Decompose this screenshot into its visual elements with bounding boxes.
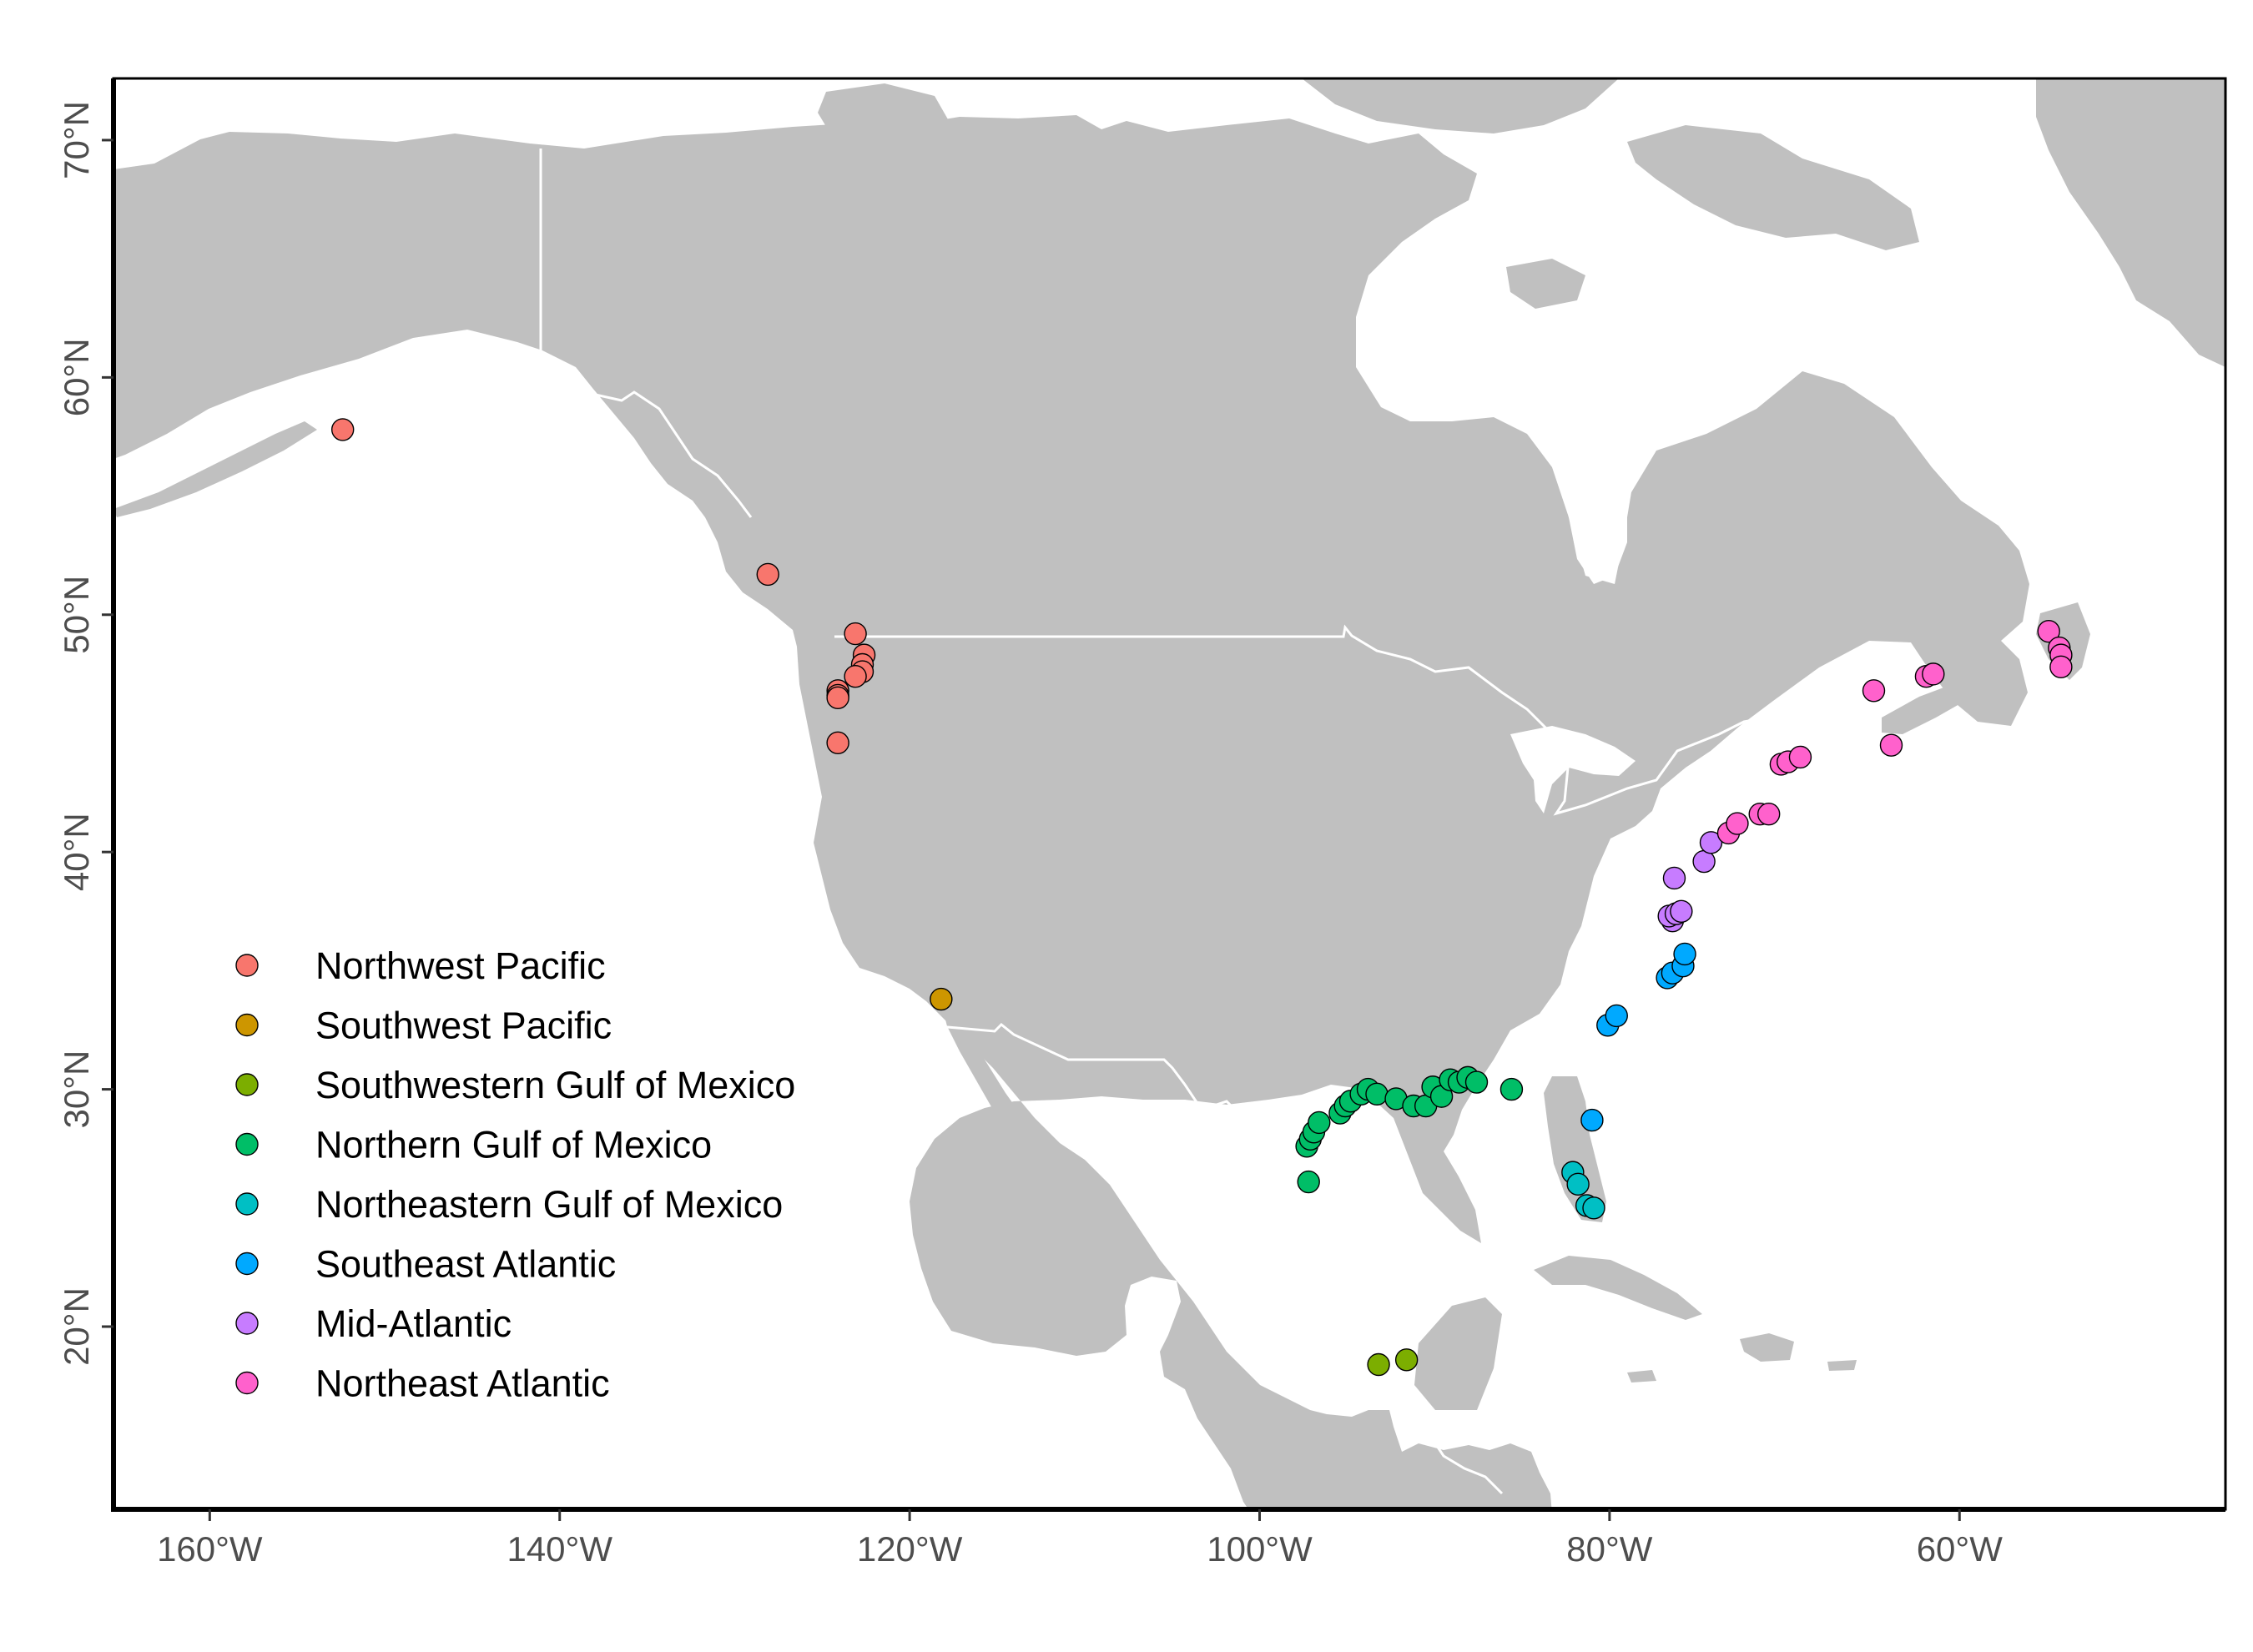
- y-tick-label: 30°N: [57, 1050, 96, 1129]
- site-point-northwest-pacific: [844, 666, 866, 687]
- site-point-southwestern-gulf-of-mexico: [1368, 1354, 1389, 1376]
- y-tick-label: 50°N: [57, 576, 96, 654]
- site-point-northeast-atlantic: [1880, 734, 1902, 756]
- y-tick-label: 20°N: [57, 1287, 96, 1366]
- legend-label: Southeast Atlantic: [315, 1243, 616, 1286]
- legend-key-point: [236, 1015, 258, 1036]
- legend-key-point: [236, 1193, 258, 1215]
- legend-key-point: [236, 1372, 258, 1394]
- legend-label: Northeast Atlantic: [315, 1362, 610, 1405]
- site-point-southeast-atlantic: [1581, 1110, 1603, 1131]
- y-tick-label: 60°N: [57, 338, 96, 416]
- site-point-southwestern-gulf-of-mexico: [1396, 1349, 1418, 1371]
- site-point-northeast-atlantic: [1923, 663, 1944, 685]
- site-point-northern-gulf-of-mexico: [1366, 1083, 1388, 1105]
- legend-key-point: [236, 1312, 258, 1334]
- site-point-northern-gulf-of-mexico: [1308, 1111, 1330, 1133]
- x-tick-label: 160°W: [157, 1529, 263, 1569]
- x-tick-label: 60°W: [1917, 1529, 2004, 1569]
- legend-label: Northeastern Gulf of Mexico: [315, 1183, 783, 1226]
- site-point-northeast-atlantic: [1726, 813, 1748, 834]
- legend-item: Northeastern Gulf of Mexico: [236, 1183, 783, 1226]
- legend-label: Mid-Atlantic: [315, 1302, 512, 1345]
- legend-label: Southwestern Gulf of Mexico: [315, 1064, 795, 1106]
- legend-label: Southwest Pacific: [315, 1005, 612, 1047]
- x-tick-label: 120°W: [857, 1529, 963, 1569]
- map-panel: [113, 78, 2225, 1514]
- legend-label: Northern Gulf of Mexico: [315, 1124, 712, 1166]
- site-point-northeast-atlantic: [1758, 803, 1780, 825]
- site-point-northeastern-gulf-of-mexico: [1583, 1197, 1605, 1219]
- site-point-mid-atlantic: [1671, 900, 1692, 922]
- site-point-northeast-atlantic: [1789, 746, 1811, 768]
- site-point-northwest-pacific: [844, 623, 866, 645]
- site-point-southwest-pacific: [930, 989, 952, 1010]
- legend-key-point: [236, 1074, 258, 1095]
- site-point-northeast-atlantic: [1863, 680, 1885, 702]
- x-tick-label: 100°W: [1207, 1529, 1313, 1569]
- site-point-northwest-pacific: [332, 419, 354, 441]
- site-point-northwest-pacific: [827, 732, 849, 753]
- site-point-northeastern-gulf-of-mexico: [1567, 1173, 1589, 1195]
- site-point-southeast-atlantic: [1674, 943, 1696, 965]
- site-point-northern-gulf-of-mexico: [1298, 1171, 1319, 1193]
- y-tick-label: 40°N: [57, 813, 96, 891]
- puerto-rico: [1827, 1360, 1857, 1371]
- legend-label: Northwest Pacific: [315, 944, 606, 987]
- site-point-southeast-atlantic: [1605, 1005, 1627, 1026]
- legend-key-point: [236, 954, 258, 976]
- legend-item: Southwestern Gulf of Mexico: [236, 1064, 795, 1106]
- site-point-northwest-pacific: [757, 563, 779, 585]
- legend-key-point: [236, 1253, 258, 1275]
- site-point-northern-gulf-of-mexico: [1500, 1079, 1522, 1100]
- y-tick-label: 70°N: [57, 101, 96, 179]
- site-point-mid-atlantic: [1663, 867, 1685, 889]
- site-point-northeast-atlantic: [2050, 656, 2072, 677]
- site-point-northwest-pacific: [827, 687, 849, 708]
- x-tick-label: 140°W: [507, 1529, 612, 1569]
- site-point-northern-gulf-of-mexico: [1466, 1071, 1488, 1093]
- legend-key-point: [236, 1134, 258, 1156]
- x-tick-label: 80°W: [1566, 1529, 1653, 1569]
